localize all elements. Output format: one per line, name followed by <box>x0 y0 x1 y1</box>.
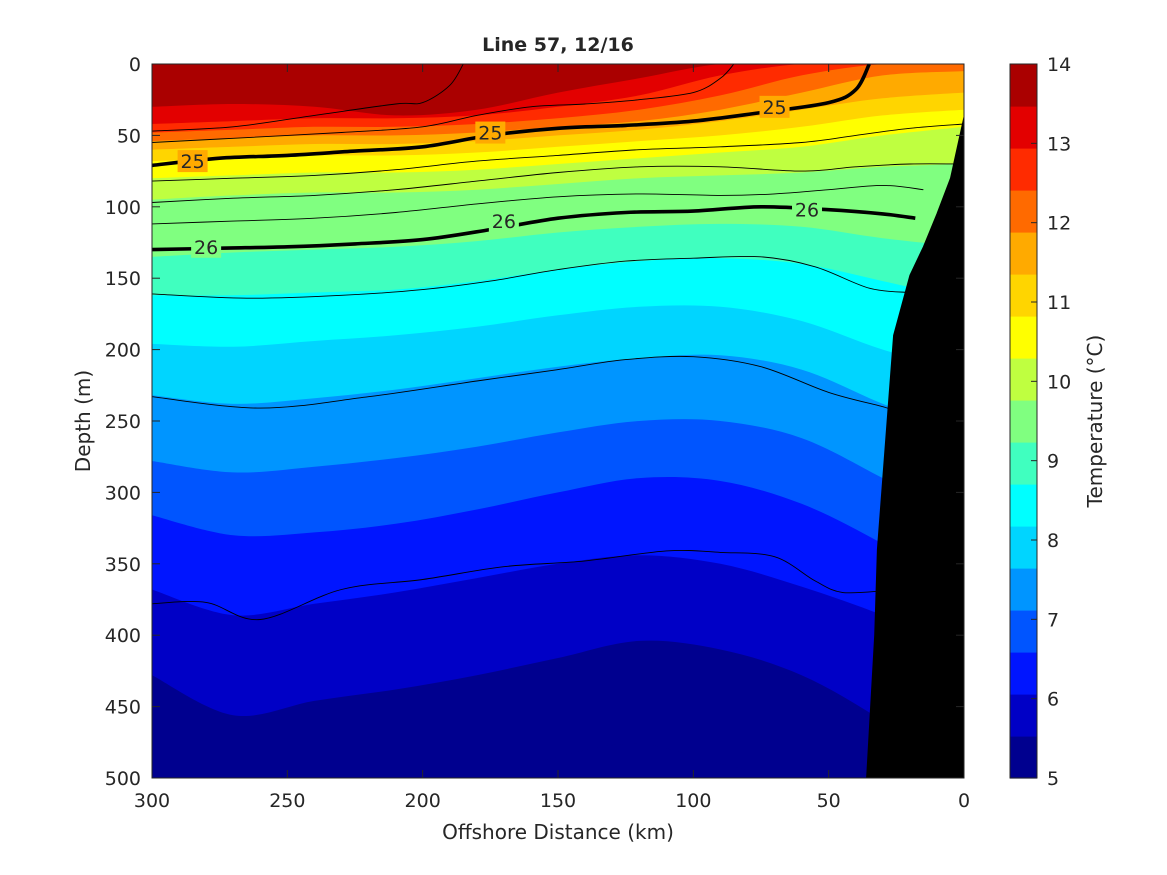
temperature-fill-layer <box>152 64 964 778</box>
density-contour-bold <box>152 64 871 168</box>
density-contour-layer <box>152 64 964 620</box>
colorbar-tick-label: 6 <box>1047 689 1059 711</box>
density-contour <box>152 163 964 203</box>
y-tick-label: 0 <box>129 54 141 76</box>
colorbar-swatch <box>1010 568 1037 611</box>
colorbar-swatch <box>1010 148 1037 191</box>
temp-band <box>152 640 964 778</box>
colorbar-label: Temperature (°C) <box>1083 335 1107 509</box>
contour-label: 25 <box>181 151 205 173</box>
colorbar-axis: 5 6 7 8 9 10 11 12 13 14 <box>1031 54 1071 790</box>
x-tick-label: 200 <box>405 790 441 812</box>
temp-band <box>484 743 790 778</box>
density-contour <box>152 123 964 182</box>
colorbar-swatch <box>1010 64 1037 107</box>
density-contour <box>152 355 894 412</box>
colorbar-swatch <box>1010 484 1037 527</box>
contour-label-bg <box>759 95 790 118</box>
y-tick-label: 50 <box>117 125 141 147</box>
colorbar-swatch <box>1010 736 1037 779</box>
x-tick-label: 300 <box>134 790 170 812</box>
y-axis-label: Depth (m) <box>71 370 95 472</box>
density-contour <box>152 64 735 143</box>
shelf-bathymetry <box>866 116 964 778</box>
colorbar-swatch <box>1010 358 1037 401</box>
colorbar-tick-label: 5 <box>1047 768 1059 790</box>
contour-label: 25 <box>762 97 786 119</box>
y-tick-label: 450 <box>105 697 141 719</box>
contour-label-bg <box>475 121 506 144</box>
x-tick-label: 0 <box>958 790 970 812</box>
contour-label-layer: 25 25 25 26 26 26 <box>177 95 823 259</box>
y-tick-label: 200 <box>105 340 141 362</box>
colorbar-tick-label: 14 <box>1047 54 1071 76</box>
contour-label: 25 <box>478 123 502 145</box>
contour-label: 26 <box>492 211 516 233</box>
x-tick-label: 50 <box>817 790 841 812</box>
density-contour <box>152 549 883 620</box>
contour-label-bg <box>177 150 208 173</box>
y-tick-label: 500 <box>105 768 141 790</box>
density-contour-bold <box>152 204 916 252</box>
contour-label-bg <box>488 210 519 233</box>
colorbar-swatch <box>1010 274 1037 317</box>
colorbar-swatch <box>1010 316 1037 359</box>
y-axis: 0 50 100 150 200 250 300 350 400 450 500 <box>105 54 964 790</box>
colorbar-tick-label: 8 <box>1047 530 1059 552</box>
x-tick-label: 150 <box>540 790 576 812</box>
shelf-layer <box>866 116 964 778</box>
y-tick-label: 100 <box>105 197 141 219</box>
colorbar <box>1010 64 1037 779</box>
contour-label-bg <box>191 235 222 258</box>
density-contour <box>152 255 910 299</box>
colorbar-tick-label: 10 <box>1047 371 1071 393</box>
colorbar-swatch <box>1010 442 1037 485</box>
y-tick-label: 350 <box>105 554 141 576</box>
x-axis-label: Offshore Distance (km) <box>442 820 674 844</box>
chart-title: Line 57, 12/16 <box>482 34 634 56</box>
contour-label-bg <box>792 198 823 221</box>
colorbar-tick-label: 13 <box>1047 133 1071 155</box>
colorbar-frame <box>1009 63 1038 779</box>
colorbar-swatch <box>1010 232 1037 275</box>
colorbar-swatch <box>1010 610 1037 653</box>
y-tick-label: 250 <box>105 411 141 433</box>
colorbar-swatch <box>1010 526 1037 569</box>
colorbar-tick-label: 11 <box>1047 292 1071 314</box>
plot-area: 25 25 25 26 26 26 <box>152 64 964 778</box>
colorbar-tick-label: 12 <box>1047 213 1071 235</box>
colorbar-tick-label: 9 <box>1047 451 1059 473</box>
contour-label: 26 <box>194 237 218 259</box>
y-tick-label: 150 <box>105 268 141 290</box>
x-tick-label: 250 <box>269 790 305 812</box>
colorbar-swatch <box>1010 694 1037 737</box>
colorbar-swatch <box>1010 106 1037 149</box>
x-tick-label: 100 <box>675 790 711 812</box>
contour-label: 26 <box>795 200 819 222</box>
x-axis: 300 250 200 150 100 50 0 <box>134 64 970 812</box>
density-contour <box>152 64 464 132</box>
colorbar-swatch <box>1010 652 1037 695</box>
colorbar-swatch <box>1010 190 1037 233</box>
colorbar-tick-label: 7 <box>1047 609 1059 631</box>
colorbar-swatch <box>1010 400 1037 443</box>
y-tick-label: 400 <box>105 625 141 647</box>
density-contour <box>152 184 924 225</box>
y-tick-label: 300 <box>105 482 141 504</box>
